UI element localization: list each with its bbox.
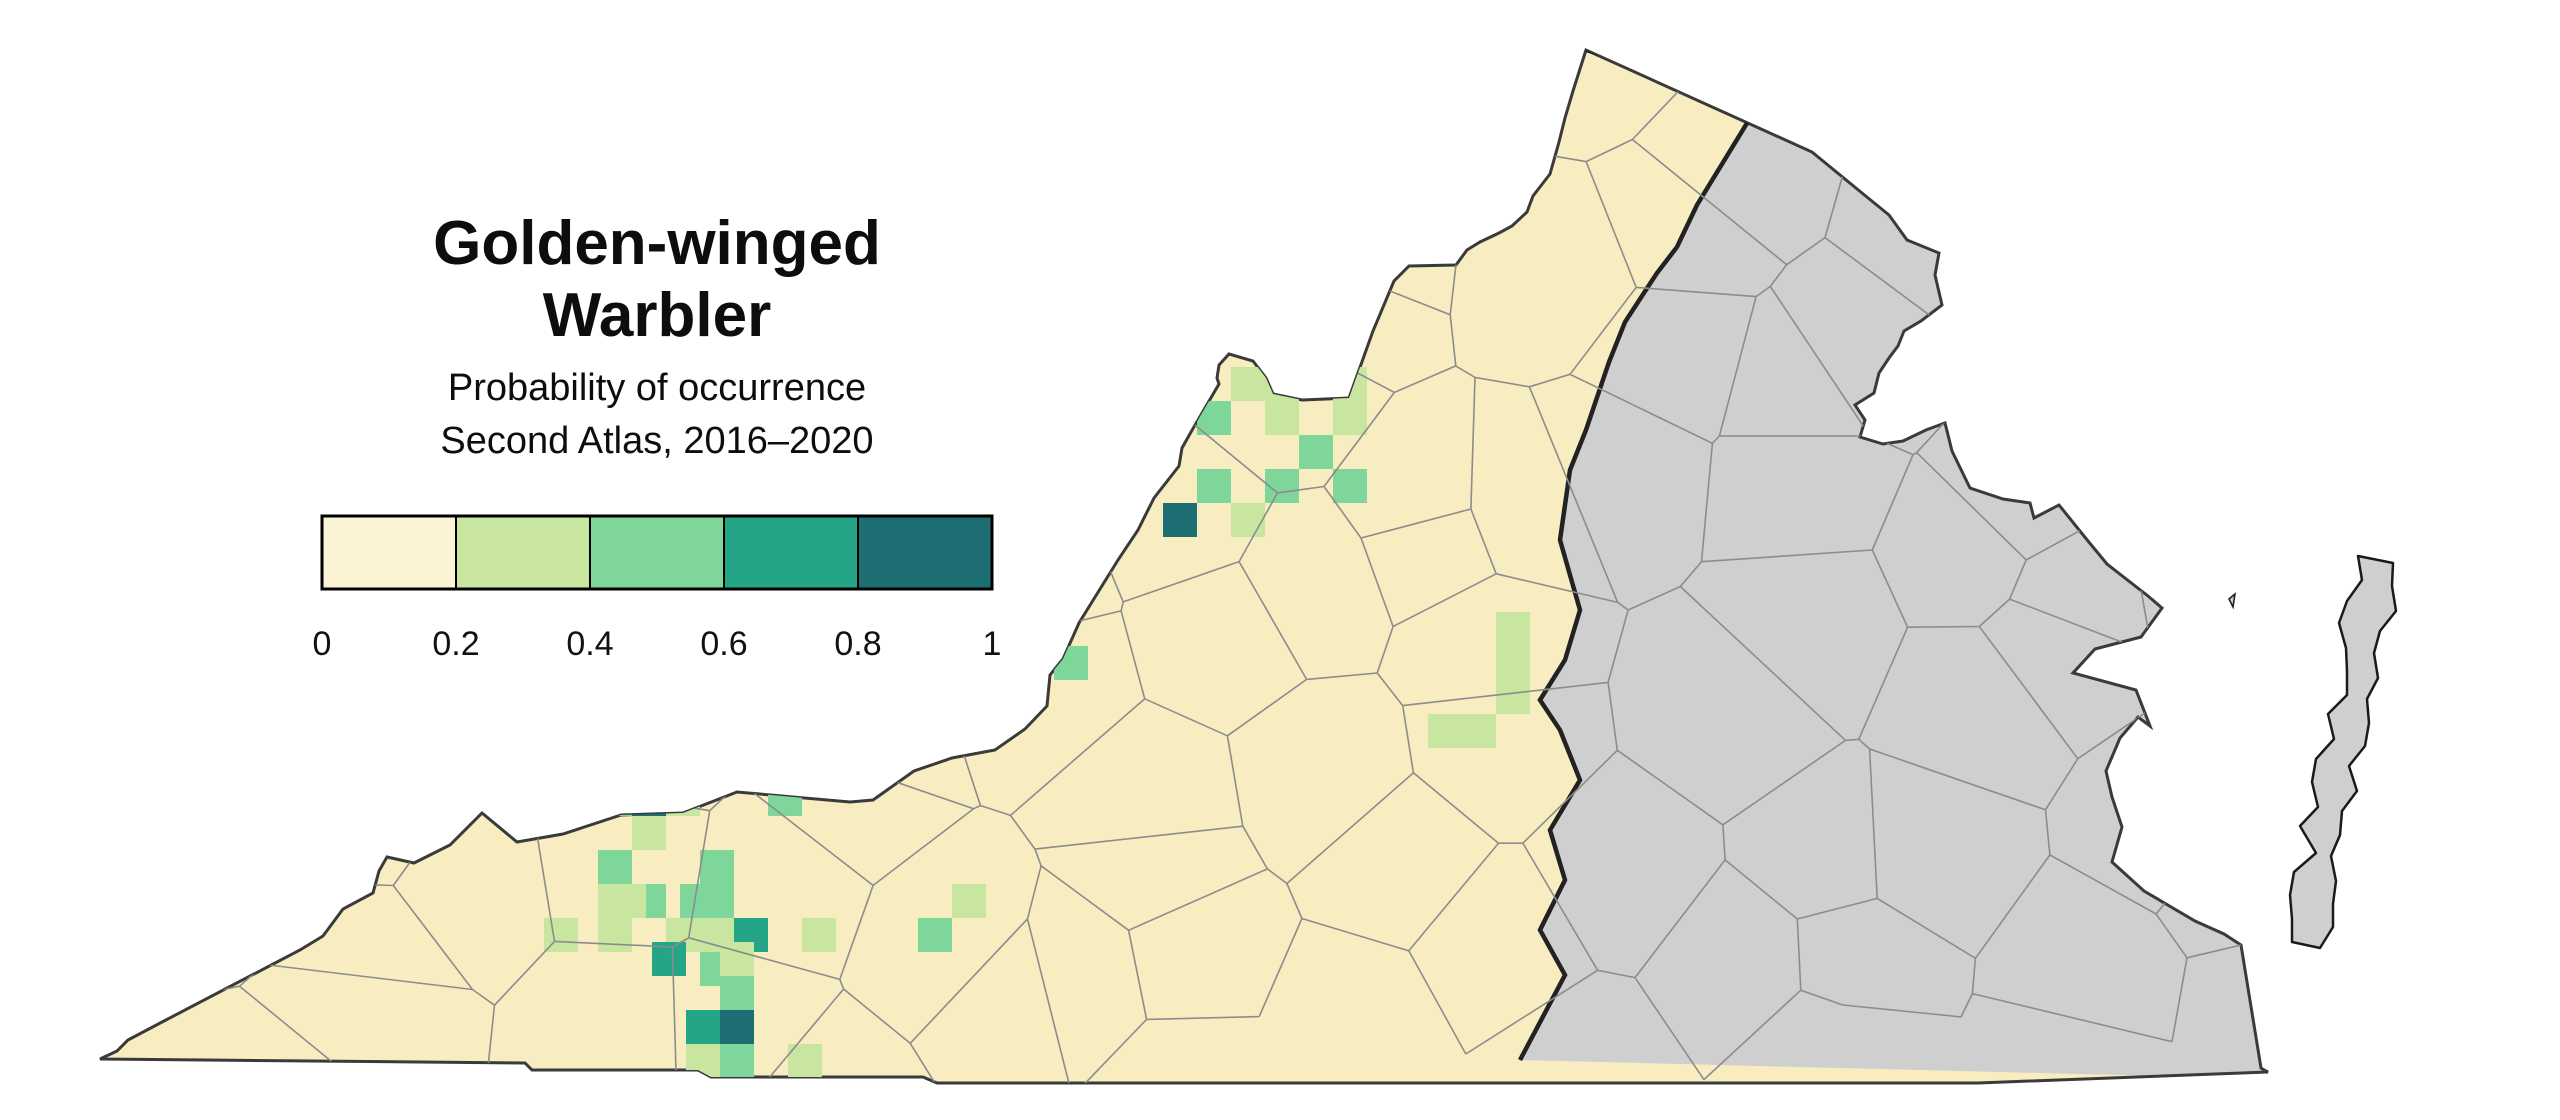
svg-text:1: 1 bbox=[983, 625, 1002, 663]
svg-text:0.2: 0.2 bbox=[432, 625, 479, 663]
svg-text:0.6: 0.6 bbox=[700, 625, 747, 663]
svg-text:0.4: 0.4 bbox=[566, 625, 613, 663]
svg-text:0.8: 0.8 bbox=[834, 625, 881, 663]
svg-text:0: 0 bbox=[313, 625, 332, 663]
